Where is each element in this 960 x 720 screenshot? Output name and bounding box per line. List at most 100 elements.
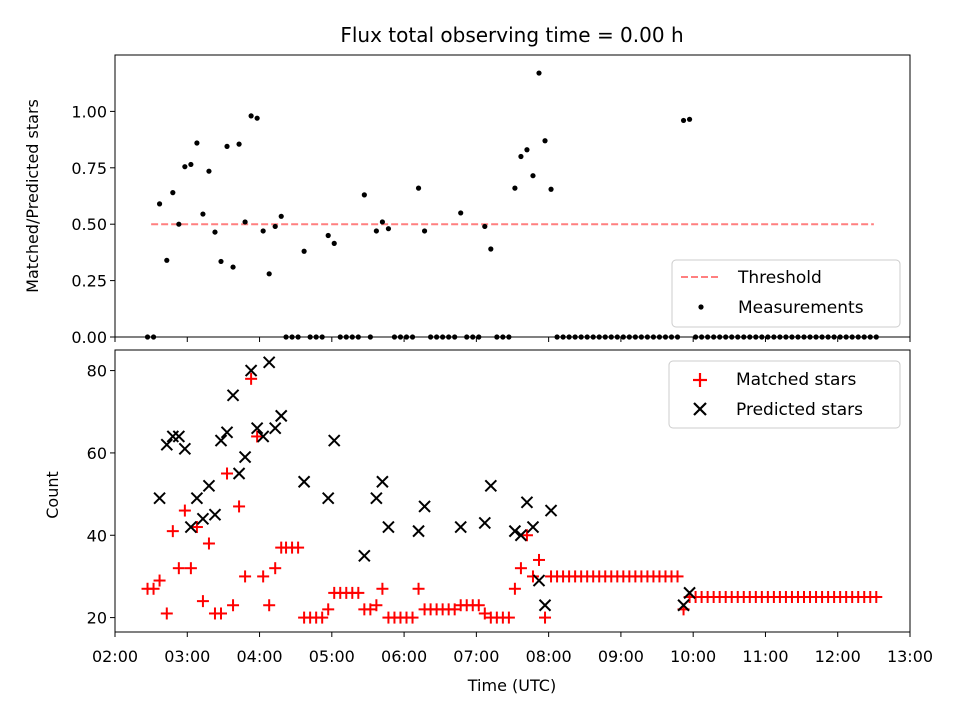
x-tick-label: 07:00 [453, 647, 499, 666]
chart-title: Flux total observing time = 0.00 h [340, 23, 683, 47]
matched-star-point [215, 607, 227, 620]
legend-matched-label: Matched stars [736, 370, 856, 390]
x-tick-label: 06:00 [381, 647, 427, 666]
predicted-star-point [226, 389, 240, 402]
bottom-y-tick-label: 80 [87, 362, 107, 381]
bottom-plot-frame [114, 349, 911, 633]
measurement-point [421, 228, 428, 234]
top-plot-frame [114, 54, 911, 338]
predicted-star-point [220, 426, 234, 439]
matched-star-point [166, 525, 179, 538]
x-tick-label: 03:00 [164, 647, 210, 666]
x-tick-label: 10:00 [670, 647, 716, 666]
predicted-star-point [328, 434, 341, 447]
predicted-star-point [370, 491, 383, 505]
measurement-point [686, 116, 693, 122]
matched-star-point [233, 500, 246, 513]
matched-star-point [472, 599, 485, 612]
legend-measurements-label: Measurements [738, 298, 864, 318]
measurement-point [524, 147, 530, 153]
bottom-y-tick-label: 40 [87, 526, 107, 545]
measurement-point [680, 117, 687, 124]
measurement-point [458, 210, 464, 216]
predicted-star-point [202, 479, 216, 493]
matched-star-point [196, 595, 209, 608]
matched-star-point [370, 599, 383, 612]
bottom-y-tick-label: 20 [87, 609, 107, 628]
measurement-point [361, 192, 367, 198]
measurement-point [170, 190, 176, 196]
predicted-star-point [544, 504, 558, 517]
top-y-tick-label: 0.75 [71, 159, 107, 178]
top-legend: Threshold Measurements [671, 259, 901, 328]
predicted-star-point [514, 529, 528, 542]
x-tick-label: 04:00 [236, 647, 282, 666]
measurement-point [242, 219, 248, 225]
top-y-tick-label: 0.25 [71, 272, 107, 291]
matched-star-point [178, 504, 191, 517]
matched-star-point [269, 562, 282, 575]
measurement-point [415, 185, 422, 191]
measurement-point [482, 223, 488, 230]
measurement-point [530, 173, 536, 179]
predicted-star-point [412, 524, 425, 538]
legend-predicted-swatch [693, 402, 707, 416]
predicted-star-point [382, 520, 395, 534]
predicted-star-point [262, 356, 276, 369]
matched-star-point [184, 562, 197, 575]
predicted-star-point [520, 496, 534, 509]
measurement-point [266, 271, 272, 277]
predicted-star-point [244, 364, 258, 377]
predicted-star-point [214, 434, 228, 447]
top-y-axis-label: Matched/Predicted stars [23, 99, 42, 293]
predicted-star-point [172, 430, 186, 443]
matched-star-point [376, 582, 389, 595]
matched-star-point [292, 541, 305, 554]
measurement-point [230, 264, 236, 270]
bottom-y-tick-label: 60 [87, 444, 107, 463]
measurement-point [200, 211, 206, 217]
measurement-point [542, 138, 548, 144]
measurement-point [512, 185, 518, 191]
x-axis-label: Time (UTC) [467, 676, 556, 695]
measurement-point [536, 70, 542, 76]
matched-star-point [520, 529, 533, 542]
matched-star-point [870, 591, 883, 604]
predicted-star-point [478, 516, 492, 530]
top-y-tick-label: 0.50 [71, 215, 107, 234]
matched-star-point [239, 570, 252, 583]
x-tick-label: 12:00 [815, 647, 861, 666]
x-tick-label: 11:00 [742, 647, 788, 666]
predicted-star-point [538, 599, 552, 612]
measurement-point [260, 228, 266, 234]
predicted-star-point [250, 422, 264, 435]
measurement-point [194, 140, 200, 146]
measurement-point [518, 153, 524, 160]
predicted-star-point [196, 512, 210, 525]
x-tick-label: 02:00 [92, 647, 138, 666]
measurement-point [164, 257, 170, 263]
matched-star-point [160, 607, 173, 620]
top-plot-area: 0.00 0.25 0.50 0.75 1.00 [71, 54, 911, 347]
predicted-star-point [321, 491, 335, 505]
matched-star-point [190, 521, 203, 534]
measurement-point [488, 246, 494, 252]
legend-threshold-label: Threshold [737, 268, 822, 288]
measurement-point [254, 115, 260, 121]
matched-star-point [153, 574, 166, 587]
measurement-point [248, 113, 254, 119]
measurement-point [272, 223, 278, 230]
predicted-star-point [297, 475, 311, 488]
measurement-point [301, 248, 307, 254]
measurement-point [278, 213, 284, 219]
x-tick-label: 09:00 [598, 647, 644, 666]
predicted-star-point [683, 586, 696, 600]
matched-star-point [533, 553, 545, 566]
predicted-star-point [418, 500, 431, 513]
measurement-point [373, 228, 379, 234]
matched-star-point [202, 537, 215, 550]
matched-star-point [263, 599, 276, 612]
measurement-point [182, 164, 188, 170]
